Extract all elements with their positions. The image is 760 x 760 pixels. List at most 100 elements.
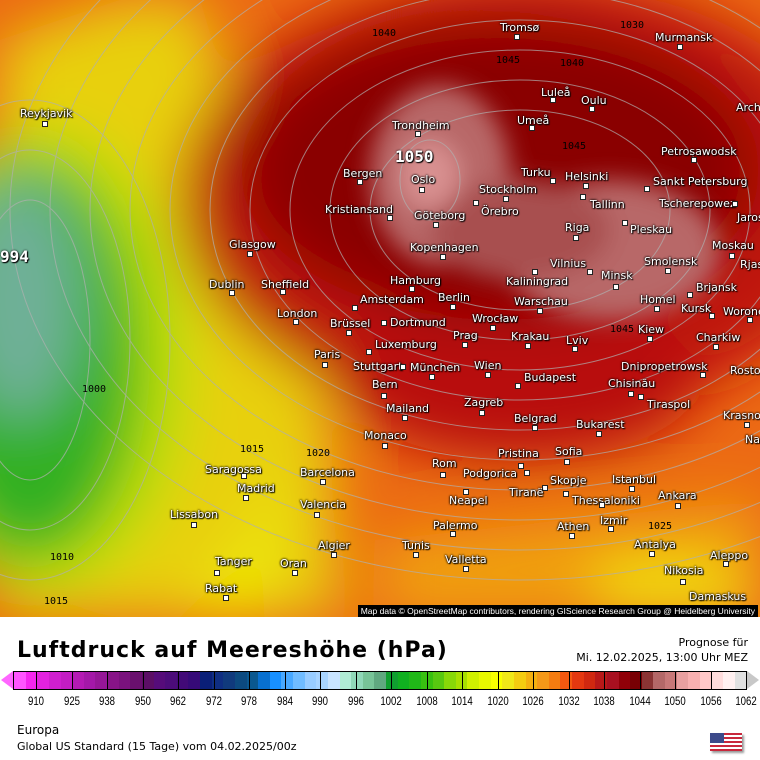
city-marker [433, 222, 439, 228]
colorbar-segment [281, 672, 293, 689]
colorbar-segment [25, 672, 38, 689]
colorbar-segment [269, 672, 282, 689]
city-marker [293, 319, 299, 325]
city-marker [583, 183, 589, 189]
city-label: Rjas [740, 258, 760, 271]
city-label: Dublin [209, 278, 245, 291]
colorbar-segment [211, 672, 224, 689]
colorbar-segment [537, 672, 549, 689]
city-label: Kiew [638, 323, 665, 336]
isobars [0, 0, 760, 581]
city-label: Neapel [449, 494, 488, 507]
city-label: Lviv [566, 334, 589, 347]
city-label: London [277, 307, 318, 320]
city-label: Izmir [600, 514, 628, 527]
isobar-label: 1010 [50, 552, 75, 563]
city-label: Istanbul [612, 473, 657, 486]
colorbar-segment [595, 672, 607, 689]
colorbar-tick [249, 671, 250, 690]
colorbar-tick-label: 1026 [522, 694, 544, 708]
city-label: Monaco [364, 429, 407, 442]
city-label: Bukarest [576, 418, 625, 431]
city-label: Damaskus [689, 590, 747, 603]
city-marker [503, 196, 509, 202]
colorbar-segment [490, 672, 503, 689]
forecast-time: Mi. 12.02.2025, 13:00 Uhr MEZ [576, 651, 748, 664]
colorbar-segment [14, 672, 26, 689]
colorbar-tick-label: 1002 [380, 694, 402, 708]
colorbar-segment [304, 672, 317, 689]
us-flag-icon[interactable] [710, 733, 742, 751]
city-label: Minsk [601, 269, 633, 282]
colorbar-tick-label: 1044 [628, 694, 651, 708]
city-label: Thessaloniki [572, 494, 640, 507]
city-label: Belgrad [514, 412, 557, 425]
city-label: Luxemburg [375, 338, 437, 351]
colorbar-tick-label: 978 [240, 694, 258, 708]
city-label: Pleskau [630, 223, 673, 236]
city-marker [580, 194, 586, 200]
city-marker [440, 472, 446, 478]
colorbar-segment [444, 672, 456, 689]
colorbar-segment [362, 672, 375, 689]
colorbar-tick [533, 671, 534, 690]
city-marker [665, 268, 671, 274]
city-marker [346, 330, 352, 336]
pressure-field [0, 0, 760, 617]
city-label: Oran [280, 557, 307, 570]
isobar-label: 1040 [560, 58, 585, 69]
colorbar-tick-label: 1038 [593, 694, 615, 708]
city-marker [529, 125, 535, 131]
city-label: Glasgow [229, 238, 276, 251]
city-marker [599, 502, 605, 508]
city-marker [381, 320, 387, 326]
colorbar-segment [188, 672, 200, 689]
city-label: Podgorica [463, 467, 518, 480]
isobar-label: 1045 [610, 324, 635, 335]
colorbar-segment [467, 672, 479, 689]
colorbar-segment [711, 672, 724, 689]
colorbar-tick [426, 671, 428, 690]
city-marker [691, 157, 697, 163]
colorbar-segment [246, 672, 259, 689]
city-marker [573, 235, 579, 241]
city-marker [479, 410, 485, 416]
colorbar-segment [48, 672, 61, 689]
colorbar-segment [455, 672, 468, 689]
city-marker [214, 570, 220, 576]
city-marker [419, 187, 425, 193]
city-label: Trondheim [392, 119, 450, 132]
city-marker [463, 566, 469, 572]
city-marker [402, 415, 408, 421]
city-label: Krasno [723, 409, 760, 422]
map-title: Luftdruck auf Meereshöhe (hPa) [17, 638, 448, 663]
city-marker [564, 459, 570, 465]
city-marker [680, 579, 686, 585]
city-label: Krakau [511, 330, 550, 343]
colorbar-tick [178, 671, 179, 690]
colorbar-segment [479, 672, 491, 689]
colorbar-segment [374, 672, 386, 689]
city-marker [587, 269, 593, 275]
colorbar-tick [639, 671, 641, 690]
pressure-map[interactable]: Reykjavik Tromsø Murmansk Luleå Oulu Umeå Arch… [0, 0, 760, 617]
colorbar-segment [653, 672, 665, 689]
city-label: Nikosia [664, 564, 704, 577]
isobar-label: 1025 [648, 521, 673, 532]
isobar-label: 994 [0, 247, 29, 266]
city-marker [563, 491, 569, 497]
city-marker [709, 313, 715, 319]
colorbar-segment [258, 672, 270, 689]
city-label: Stuttgart [353, 360, 403, 373]
city-label: Rom [432, 457, 457, 470]
colorbar-tick [213, 671, 215, 690]
city-marker [647, 336, 653, 342]
colorbar-tick-label: 990 [311, 694, 329, 708]
city-marker [381, 393, 387, 399]
colorbar-segment [83, 672, 96, 689]
city-marker [723, 561, 729, 567]
city-label: Skopje [550, 474, 587, 487]
colorbar-tick-label: 984 [276, 694, 293, 708]
isobar-label: 1015 [44, 596, 69, 607]
city-marker [366, 349, 372, 355]
